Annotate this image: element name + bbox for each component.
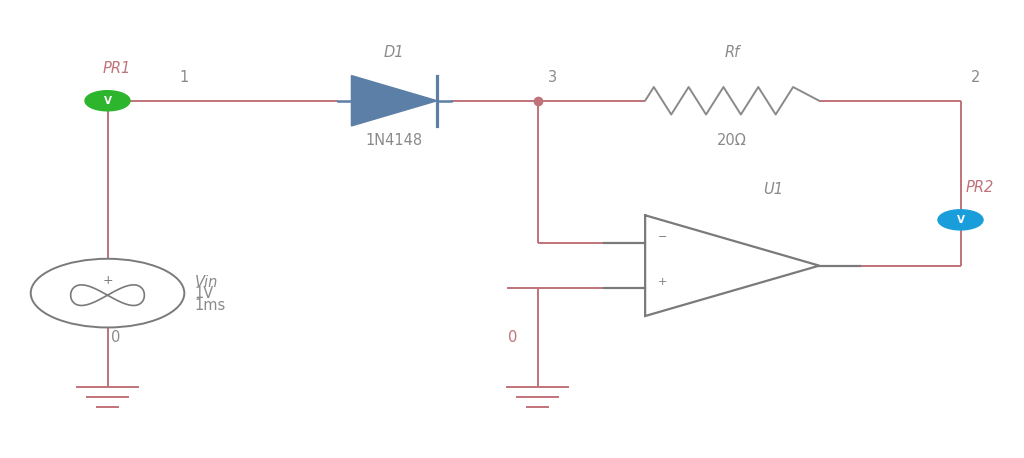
Text: 1N4148: 1N4148 <box>366 133 423 148</box>
Circle shape <box>938 210 983 230</box>
Text: 1: 1 <box>179 70 188 85</box>
Text: U1: U1 <box>763 182 783 197</box>
Text: V: V <box>956 215 965 225</box>
Text: 0: 0 <box>112 330 121 345</box>
Text: 1V: 1V <box>195 286 214 300</box>
Text: PR2: PR2 <box>966 180 994 195</box>
Circle shape <box>85 91 130 111</box>
Polygon shape <box>351 76 437 126</box>
Text: +: + <box>102 273 113 287</box>
Text: −: − <box>657 232 667 242</box>
Text: +: + <box>657 277 667 287</box>
Text: 1ms: 1ms <box>195 298 226 313</box>
Text: V: V <box>103 96 112 106</box>
Text: 2: 2 <box>971 70 980 85</box>
Text: Rf: Rf <box>725 44 739 60</box>
Text: D1: D1 <box>384 44 404 60</box>
Text: PR1: PR1 <box>102 60 131 76</box>
Text: 3: 3 <box>548 70 557 85</box>
Text: 20Ω: 20Ω <box>717 133 748 148</box>
Text: Vin: Vin <box>195 275 218 290</box>
Text: 0: 0 <box>508 330 517 344</box>
